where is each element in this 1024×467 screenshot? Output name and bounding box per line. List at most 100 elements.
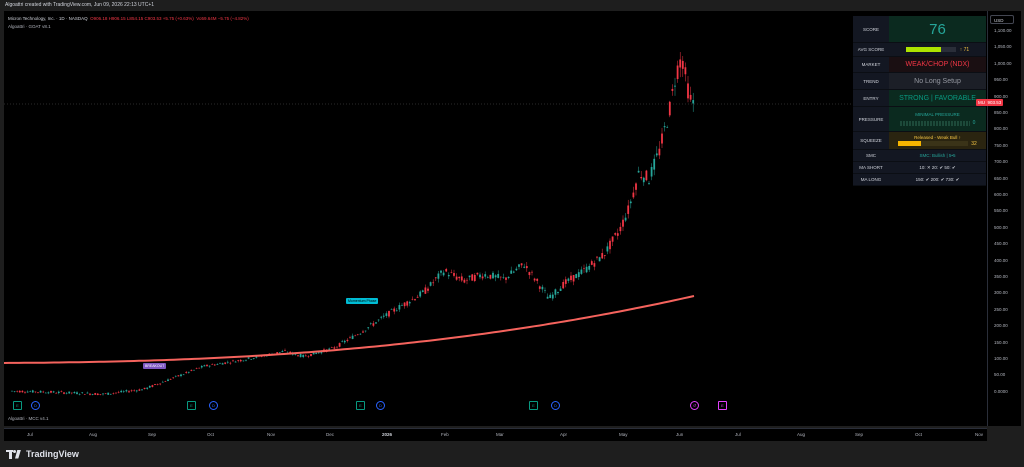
symbol-name[interactable]: Micron Technology, Inc. [8,16,55,21]
candle-body [432,282,435,284]
candle-body [245,360,247,361]
candle-body [320,351,323,354]
candle-body [193,369,195,371]
momentum-label[interactable]: Momentum Phase [346,298,379,304]
time-tick: Sep [855,432,864,437]
candle-body [60,391,63,392]
time-axis[interactable]: Jul Aug Sep Oct Nov Dec 2026 Feb Mar Apr May Jun Jul… [4,428,987,441]
candle-body [125,390,128,392]
price-tick: 700.00 [994,159,1008,165]
earnings-event-icon[interactable]: E [356,401,365,410]
candle-body [583,268,585,269]
candle-body [143,387,146,390]
breakout-label[interactable]: BREAKOUT [143,363,167,369]
candle-body [187,371,190,373]
candle-body [44,392,47,394]
candle-body [663,126,666,128]
candle-body [687,83,689,99]
squeeze-bar [898,141,969,146]
moving-average-line [4,295,695,364]
candle-body [102,393,104,395]
price-tick: 1,000.00 [994,60,1012,66]
candle-body [520,263,523,266]
candle-body [406,301,409,306]
earnings-event-icon[interactable]: E [529,401,538,410]
candle-body [440,270,442,273]
earnings-event-icon[interactable]: E [187,401,196,410]
candle-body [674,85,676,87]
split-event-icon[interactable]: ↺ [690,401,699,410]
price-tick: 300.00 [994,290,1008,296]
candle-body [333,347,336,349]
candle-body [531,271,533,273]
price-tick: 250.00 [994,306,1008,312]
price-axis[interactable]: 1,100.00 1,050.00 1,000.00 950.00 900.00 850.… [987,11,1021,426]
candle-body [572,275,575,282]
candle-body [133,390,136,392]
candle-body [401,305,403,306]
candle-body [229,362,232,364]
price-tick: 650.00 [994,175,1008,181]
candle-body [11,390,13,392]
price-tick: 600.00 [994,192,1008,197]
candle-body [525,266,528,269]
candle-body [167,379,169,382]
candle-body [481,276,484,279]
candle-body [416,296,419,298]
candle-body [455,276,458,280]
dividend-event-icon[interactable]: D [376,401,385,410]
candle-body [312,352,315,355]
candle-body [315,352,318,354]
pressure-bar [899,120,970,126]
candle-body [471,274,474,281]
candle-body [593,263,596,267]
currency-button[interactable]: USD [990,15,1014,24]
candle-body [437,273,440,279]
candle-body [598,257,601,262]
dividend-event-icon[interactable]: D [209,401,218,410]
trend-value: No Long Setup [914,77,961,85]
symbol-header[interactable]: Micron Technology, Inc. · 1D · NASDAQ O9… [8,16,249,21]
candle-body [81,392,84,393]
panel-label: PRESSURE [853,107,889,132]
candle-body [294,353,297,355]
panel-label: MA LONG [853,174,889,186]
candle-body [427,288,429,291]
panel-row-smc: SMC SMC: Bullish | 5•5 [853,150,986,162]
candle-body [148,385,151,388]
dividend-event-icon[interactable]: D [551,401,560,410]
candle-body [117,391,120,393]
candle-body [208,365,211,367]
candle-body [497,273,500,278]
candle-body [372,323,375,326]
candle-body [47,392,50,394]
dividend-event-icon[interactable]: D [31,401,40,410]
candle-body [614,233,617,235]
candle-body [115,392,117,394]
price-plot[interactable] [4,11,987,426]
candle-body [466,279,468,281]
candle-body [588,265,591,270]
candle-body [671,88,674,91]
candle-body [689,94,692,100]
price-tick: 900.00 [994,93,1008,99]
candle-body [679,59,682,68]
candle-body [601,253,604,259]
indicator-mcc-label[interactable]: Algoattri · MCC v4.1 [8,416,49,421]
candle-body [99,394,102,395]
indicator-goat-label[interactable]: Algoattri · GOAT v8.1 [8,24,51,29]
time-tick: Mar [496,432,504,437]
earnings-event-icon[interactable]: E [718,401,727,410]
price-tick: 1,100.00 [994,28,1012,33]
candle-body [52,391,55,393]
earnings-event-icon[interactable]: E [13,401,22,410]
tradingview-logo[interactable]: TradingView [6,449,79,459]
candle-body [268,353,271,355]
candle-body [546,296,549,299]
chart-pane[interactable]: BREAKOUT Momentum Phase E D E D E D E D ↺ E [4,11,987,426]
panel-label: ENTRY [853,90,889,107]
candle-body [180,374,182,377]
candle-body [650,167,653,177]
candle-body [640,176,643,179]
symbol-interval[interactable]: 1D [58,16,65,21]
